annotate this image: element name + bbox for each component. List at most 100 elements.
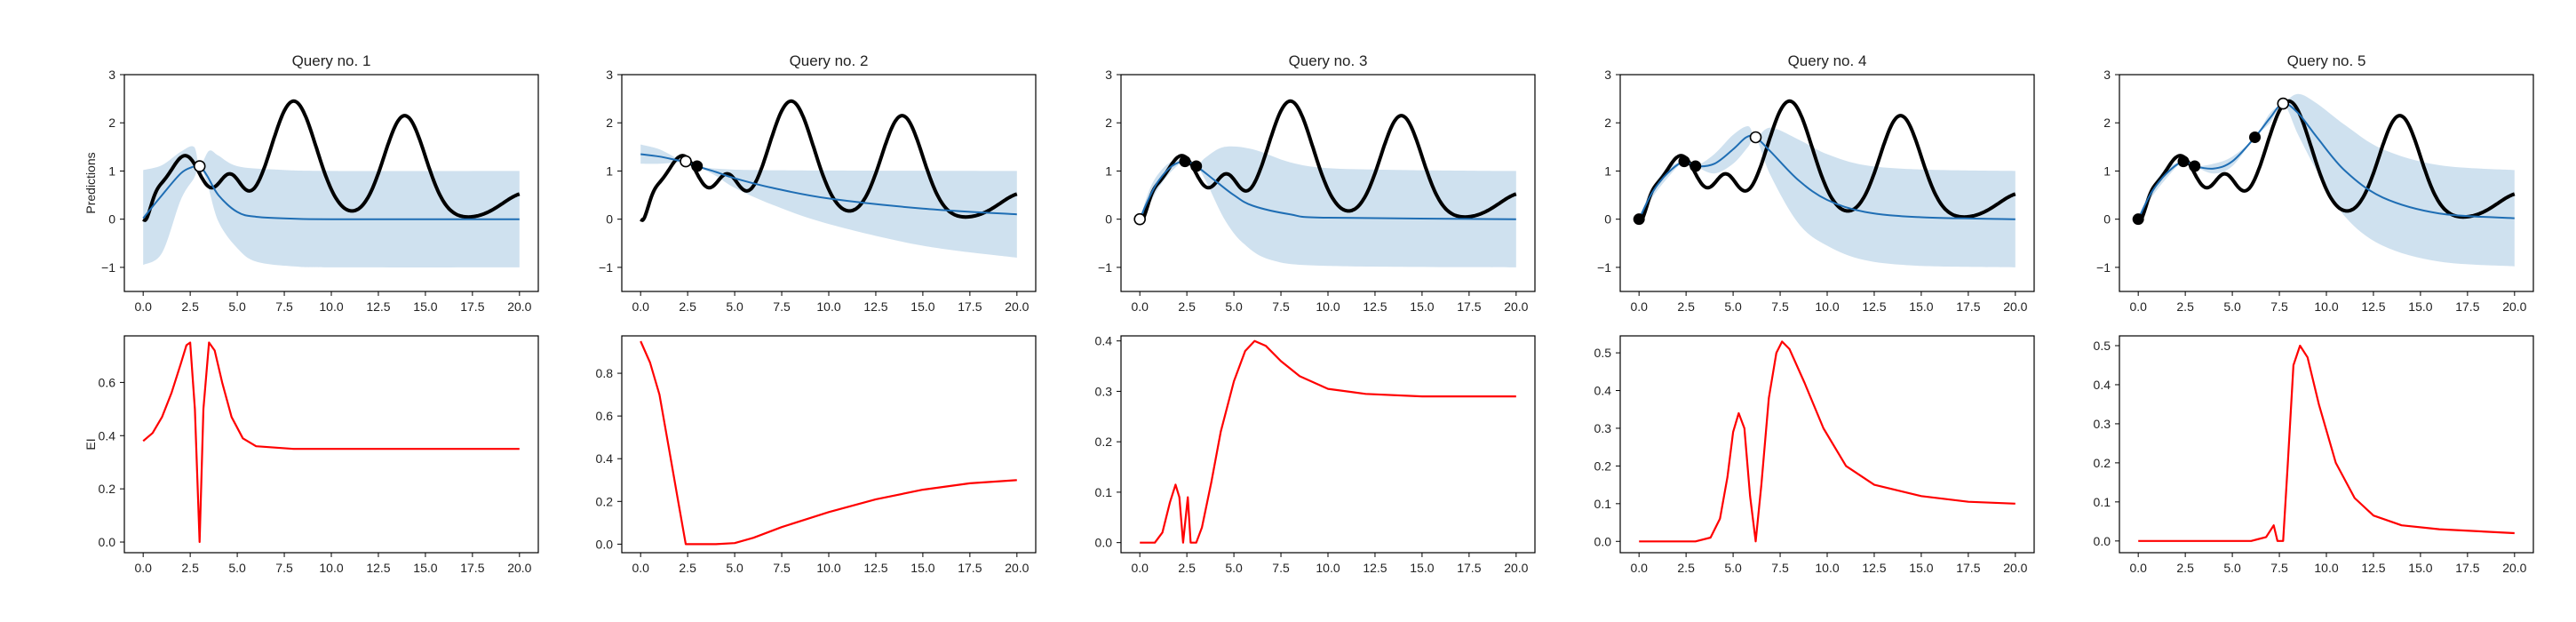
- y-tick-label: 2: [108, 116, 115, 130]
- y-tick-label: 2: [2103, 116, 2111, 130]
- y-tick-label: 3: [1604, 68, 1611, 82]
- x-tick-label: 10.0: [816, 561, 840, 575]
- observed-point: [691, 160, 704, 172]
- objective-curve: [1138, 99, 1517, 222]
- confidence-band: [1639, 125, 2015, 267]
- confidence-band: [640, 144, 1017, 258]
- y-tick-label: 0: [1604, 212, 1611, 227]
- x-tick-label: 20.0: [2003, 299, 2027, 314]
- x-tick-label: 5.0: [1225, 299, 1243, 314]
- prediction-panel: 0.0 2.5 5.0 7.5 10.0 12.5 15.0 17.5 20.0 −1 0 1 2 3 Qu…: [83, 52, 539, 314]
- y-tick-label: 1: [108, 163, 115, 178]
- x-tick-label: 12.5: [1363, 299, 1387, 314]
- y-tick-label: 0.4: [1594, 384, 1612, 398]
- y-tick-label: 0.4: [1095, 334, 1113, 348]
- next-query-point: [193, 160, 206, 172]
- y-tick-label: 0.0: [1095, 536, 1113, 550]
- x-tick-label: 15.0: [413, 299, 437, 314]
- y-tick-label: 0.3: [1095, 384, 1113, 398]
- y-tick-label: 2: [1105, 116, 1112, 130]
- x-tick-label: 12.5: [366, 561, 390, 575]
- prediction-panel: 0.0 2.5 5.0 7.5 10.0 12.5 15.0 17.5 20.0 −1 0 1 2 3 Qu…: [1597, 52, 2035, 314]
- x-tick-label: 7.5: [2270, 299, 2288, 314]
- x-tick-label: 7.5: [1272, 299, 1290, 314]
- y-tick-label: 0.3: [1594, 421, 1612, 435]
- x-tick-label: 12.5: [2361, 561, 2385, 575]
- axes-frame: [1120, 335, 1536, 554]
- y-tick-label: 0.3: [2094, 417, 2111, 431]
- axes-frame: [621, 335, 1037, 554]
- y-tick-label: −1: [1098, 260, 1112, 275]
- x-tick-label: 5.0: [228, 561, 246, 575]
- x-tick-label: 12.5: [366, 299, 390, 314]
- x-tick-label: 12.5: [1862, 561, 1886, 575]
- x-tick-label: 15.0: [910, 299, 934, 314]
- posterior-mean-line: [2137, 102, 2515, 220]
- x-tick-label: 7.5: [1771, 299, 1789, 314]
- chart-title: Query no. 2: [790, 52, 869, 69]
- x-tick-label: 20.0: [507, 561, 531, 575]
- x-tick-label: 15.0: [1909, 299, 1933, 314]
- x-tick-label: 2.5: [181, 561, 199, 575]
- x-tick-label: 17.5: [1956, 561, 1980, 575]
- x-tick-label: 10.0: [1815, 561, 1839, 575]
- y-tick-label: −1: [1597, 260, 1611, 275]
- x-tick-label: 0.0: [2129, 299, 2147, 314]
- posterior-mean-line: [640, 153, 1017, 216]
- y-tick-label: 0.5: [1594, 346, 1612, 360]
- y-tick-label: 0.4: [99, 428, 116, 443]
- expected-improvement-line: [1639, 340, 2015, 543]
- axes-frame: [2119, 74, 2534, 292]
- y-axis-label: Predictions: [83, 152, 98, 213]
- y-tick-label: −1: [2096, 260, 2111, 275]
- expected-improvement-line: [1140, 339, 1516, 544]
- expected-improvement-line: [640, 340, 1017, 546]
- y-axis-label: EI: [83, 438, 98, 450]
- x-tick-label: 7.5: [1272, 561, 1290, 575]
- x-tick-label: 5.0: [1724, 561, 1742, 575]
- x-tick-label: 2.5: [1677, 299, 1695, 314]
- x-tick-label: 0.0: [134, 561, 152, 575]
- next-query-point: [1133, 212, 1146, 226]
- observed-point: [1179, 156, 1191, 168]
- y-tick-label: 0.2: [1095, 435, 1113, 449]
- x-tick-label: 17.5: [958, 299, 982, 314]
- y-tick-label: 0.2: [596, 494, 614, 508]
- x-tick-label: 5.0: [726, 299, 743, 314]
- x-tick-label: 17.5: [1457, 561, 1481, 575]
- y-tick-label: 2: [606, 116, 613, 130]
- x-tick-label: 2.5: [2176, 561, 2194, 575]
- x-tick-label: 0.0: [1630, 561, 1648, 575]
- observed-point: [1633, 213, 1645, 226]
- observed-point: [1678, 156, 1690, 168]
- x-tick-label: 20.0: [2502, 561, 2526, 575]
- confidence-band: [143, 146, 520, 267]
- x-tick-label: 12.5: [863, 299, 887, 314]
- y-tick-label: 0.8: [596, 366, 614, 380]
- x-tick-label: 17.5: [1457, 299, 1481, 314]
- y-tick-label: 0.0: [596, 537, 614, 551]
- x-tick-label: 5.0: [228, 299, 246, 314]
- x-tick-label: 20.0: [1005, 299, 1029, 314]
- x-tick-label: 15.0: [2408, 299, 2432, 314]
- axes-frame: [1619, 74, 2035, 292]
- y-tick-label: 3: [1105, 68, 1112, 82]
- x-tick-label: 0.0: [1131, 561, 1149, 575]
- next-query-point: [680, 155, 692, 168]
- x-tick-label: 20.0: [2502, 299, 2526, 314]
- x-tick-label: 5.0: [2223, 561, 2241, 575]
- observed-point: [2132, 213, 2144, 226]
- x-tick-label: 17.5: [2455, 299, 2479, 314]
- objective-curve: [141, 99, 521, 222]
- posterior-mean-line: [1139, 160, 1516, 220]
- chart-title: Query no. 5: [2287, 52, 2366, 69]
- y-tick-label: −1: [101, 260, 115, 275]
- objective-curve: [639, 99, 1018, 222]
- y-tick-label: 0: [606, 212, 613, 227]
- confidence-band: [2138, 93, 2515, 267]
- x-tick-label: 7.5: [773, 299, 791, 314]
- y-tick-label: 3: [108, 68, 115, 82]
- x-tick-label: 2.5: [1677, 561, 1695, 575]
- x-tick-label: 17.5: [2455, 561, 2479, 575]
- x-tick-label: 7.5: [1771, 561, 1789, 575]
